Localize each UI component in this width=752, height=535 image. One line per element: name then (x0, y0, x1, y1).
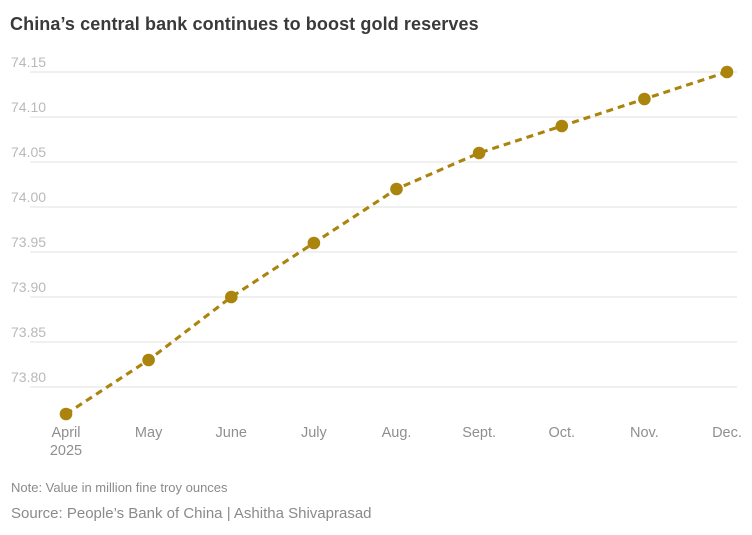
data-point (142, 353, 155, 367)
x-tick-label: June (216, 425, 247, 441)
data-point (225, 290, 238, 304)
data-point (638, 92, 651, 106)
series-line (65, 70, 728, 416)
y-tick-label: 73.85 (11, 324, 46, 340)
x-tick-sublabel: 2025 (50, 443, 82, 459)
data-point (555, 119, 569, 133)
x-tick-label: Nov. (630, 425, 659, 441)
chart-title: China’s central bank continues to boost … (10, 14, 479, 34)
y-tick-label: 74.15 (11, 54, 46, 70)
x-tick-label: Aug. (382, 425, 412, 441)
y-tick-label: 74.10 (11, 99, 46, 115)
y-tick-label: 74.00 (11, 189, 46, 205)
data-point (59, 407, 73, 421)
data-point (307, 236, 321, 250)
chart-note: Note: Value in million fine troy ounces (11, 480, 228, 495)
data-point (390, 182, 403, 196)
y-tick-label: 74.05 (11, 144, 46, 160)
data-point (720, 65, 734, 79)
x-tick-label: Oct. (548, 425, 575, 441)
chart-source: Source: People’s Bank of China | Ashitha… (11, 505, 372, 522)
gold-reserves-line-chart: 74.15 74.10 74.05 74.00 73.95 73.90 73.85 73.80… (11, 54, 742, 459)
y-tick-label: 73.90 (11, 279, 46, 295)
x-tick-label: April (51, 425, 80, 441)
y-tick-label: 73.80 (11, 369, 46, 385)
x-tick-label: Dec. (712, 425, 742, 441)
x-tick-label: May (135, 425, 163, 441)
y-tick-label: 73.95 (11, 234, 46, 250)
data-point (472, 146, 486, 160)
x-tick-label: Sept. (462, 425, 496, 441)
x-tick-label: July (301, 425, 328, 441)
